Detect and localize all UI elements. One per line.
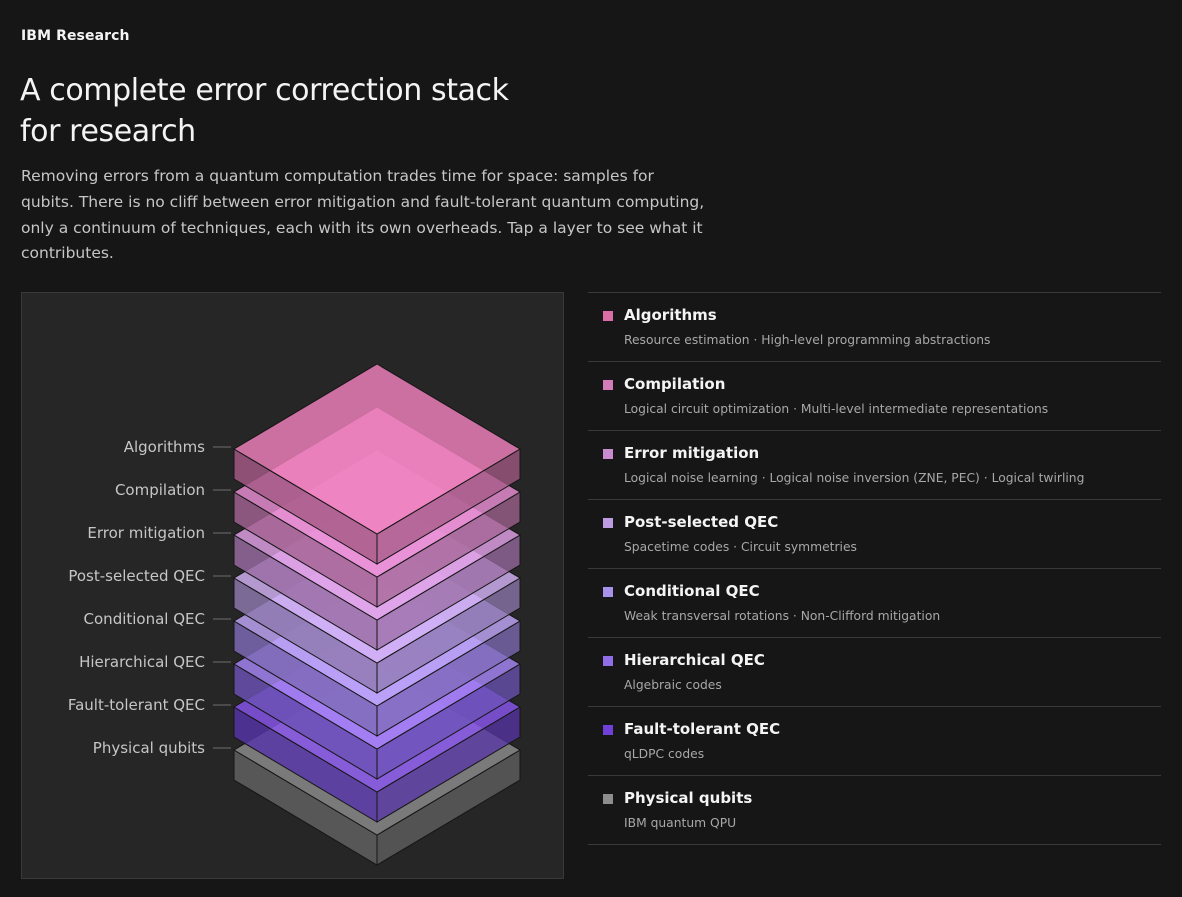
swatch-icon xyxy=(603,587,613,597)
stack-label-fault-tolerant-qec[interactable]: Fault-tolerant QEC xyxy=(68,696,205,714)
stack-diagram: Algorithms Compilation Error mitigation Pos… xyxy=(21,292,564,879)
legend-item-post-selected-qec[interactable]: Post-selected QEC Spacetime codes · Circ… xyxy=(588,500,1161,569)
brand-label: IBM Research xyxy=(21,28,130,44)
legend-item-physical-qubits[interactable]: Physical qubits IBM quantum QPU xyxy=(588,776,1161,845)
swatch-icon xyxy=(603,311,613,321)
legend-item-name: Post-selected QEC xyxy=(624,513,779,531)
legend-item-conditional-qec[interactable]: Conditional QEC Weak transversal rotatio… xyxy=(588,569,1161,638)
stack-label-error-mitigation[interactable]: Error mitigation xyxy=(87,524,205,542)
legend-item-name: Algorithms xyxy=(624,306,717,324)
swatch-icon xyxy=(603,725,613,735)
stack-label-hierarchical-qec[interactable]: Hierarchical QEC xyxy=(79,653,205,671)
legend-item-detail: Resource estimation · High-level program… xyxy=(624,333,991,347)
title-line-1: A complete error correction stack xyxy=(20,73,509,108)
swatch-icon xyxy=(603,380,613,390)
title-line-2: for research xyxy=(20,114,196,149)
stack-label-post-selected-qec[interactable]: Post-selected QEC xyxy=(68,567,205,585)
page-title: A complete error correction stack for re… xyxy=(20,70,580,152)
stack-illustration: Algorithms Compilation Error mitigation Pos… xyxy=(68,363,521,866)
stack-layer-algorithms[interactable] xyxy=(233,363,521,565)
swatch-icon xyxy=(603,449,613,459)
legend-item-name: Physical qubits xyxy=(624,789,753,807)
legend-item-detail: IBM quantum QPU xyxy=(624,816,737,830)
legend-item-detail: qLDPC codes xyxy=(624,747,705,761)
legend-item-detail: Spacetime codes · Circuit symmetries xyxy=(624,540,857,554)
layer-legend: Algorithms Resource estimation · High-le… xyxy=(588,292,1161,845)
swatch-icon xyxy=(603,656,613,666)
legend-item-compilation[interactable]: Compilation Logical circuit optimization… xyxy=(588,362,1161,431)
legend-item-error-mitigation[interactable]: Error mitigation Logical noise learning … xyxy=(588,431,1161,500)
legend-item-detail: Logical noise learning · Logical noise i… xyxy=(624,471,1085,485)
legend-item-hierarchical-qec[interactable]: Hierarchical QEC Algebraic codes xyxy=(588,638,1161,707)
legend-item-algorithms[interactable]: Algorithms Resource estimation · High-le… xyxy=(588,293,1161,362)
legend-item-name: Conditional QEC xyxy=(624,582,760,600)
legend-item-fault-tolerant-qec[interactable]: Fault-tolerant QEC qLDPC codes xyxy=(588,707,1161,776)
legend-item-detail: Weak transversal rotations · Non-Cliffor… xyxy=(624,609,941,623)
layer-top-face xyxy=(233,363,521,535)
legend-item-detail: Logical circuit optimization · Multi-lev… xyxy=(624,402,1049,416)
legend-item-detail: Algebraic codes xyxy=(624,678,722,692)
stack-label-algorithms[interactable]: Algorithms xyxy=(124,438,205,456)
stack-label-physical-qubits[interactable]: Physical qubits xyxy=(93,739,205,757)
swatch-icon xyxy=(603,518,613,528)
legend-item-name: Compilation xyxy=(624,375,726,393)
legend-item-name: Error mitigation xyxy=(624,444,760,462)
page-description: Removing errors from a quantum computati… xyxy=(21,167,705,263)
legend-item-name: Fault-tolerant QEC xyxy=(624,720,781,738)
stack-label-compilation[interactable]: Compilation xyxy=(115,481,205,499)
stack-label-conditional-qec[interactable]: Conditional QEC xyxy=(84,610,205,628)
legend-item-name: Hierarchical QEC xyxy=(624,651,765,669)
swatch-icon xyxy=(603,794,613,804)
